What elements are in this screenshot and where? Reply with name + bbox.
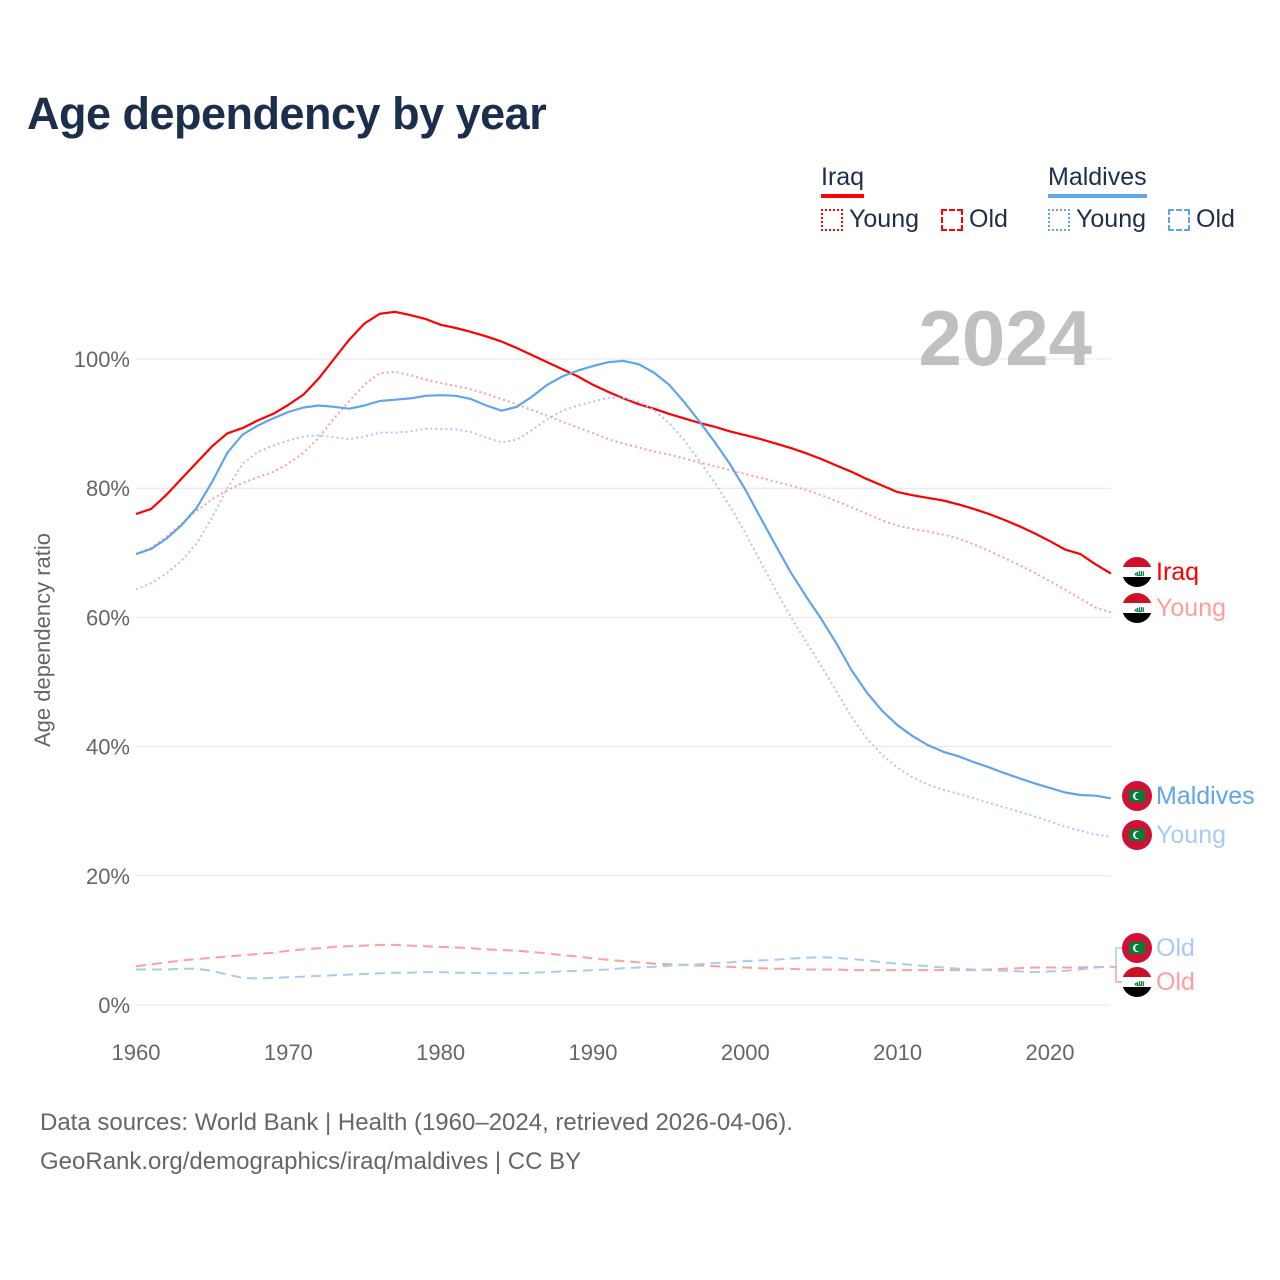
y-tick-label: 40% bbox=[86, 735, 130, 760]
chart-title: Age dependency by year bbox=[27, 88, 547, 139]
end-label-iraq-young: ﷲ Young bbox=[1122, 593, 1226, 623]
y-tick-label: 20% bbox=[86, 864, 130, 889]
end-label-iraq-old: ﷲ Old bbox=[1122, 967, 1195, 997]
end-label-text: Old bbox=[1156, 967, 1195, 996]
x-tick-label: 1970 bbox=[264, 1040, 313, 1065]
end-label-maldives-young: Young bbox=[1122, 820, 1226, 850]
dashed-swatch-icon bbox=[1168, 208, 1190, 231]
iraq-flag-icon: ﷲ bbox=[1122, 593, 1152, 623]
series-maldives bbox=[135, 359, 1112, 800]
dotted-swatch-icon bbox=[821, 208, 843, 231]
iraq-flag-icon: ﷲ bbox=[1122, 557, 1152, 587]
legend-maldives[interactable]: Maldives bbox=[1048, 163, 1147, 198]
series-maldives-old bbox=[136, 956, 1111, 980]
end-label-iraq: ﷲ Iraq bbox=[1122, 557, 1199, 587]
y-tick-label: 80% bbox=[86, 476, 130, 501]
end-label-text: Young bbox=[1156, 593, 1226, 622]
connector-iraq-old bbox=[1111, 966, 1122, 983]
end-label-maldives-old: Old bbox=[1122, 933, 1195, 963]
series-maldives-young bbox=[135, 396, 1112, 838]
source-line-2[interactable]: GeoRank.org/demographics/iraq/maldives |… bbox=[40, 1148, 582, 1175]
maldives-flag-icon bbox=[1122, 820, 1152, 850]
legend-iraq-old[interactable]: Old bbox=[941, 205, 1008, 234]
legend-label: Young bbox=[1076, 205, 1146, 233]
end-label-maldives: Maldives bbox=[1122, 781, 1255, 811]
legend-iraq-young[interactable]: Young bbox=[821, 205, 919, 234]
legend-maldives-old[interactable]: Old bbox=[1168, 205, 1235, 234]
year-display: 2024 bbox=[918, 294, 1092, 382]
x-tick-label: 1980 bbox=[416, 1040, 465, 1065]
legend-label: Young bbox=[849, 205, 919, 233]
maldives-flag-icon bbox=[1122, 781, 1152, 811]
series-iraq-old bbox=[135, 943, 1111, 972]
dotted-swatch-icon bbox=[1048, 208, 1070, 231]
series-iraq-young bbox=[135, 370, 1112, 614]
iraq-flag-icon: ﷲ bbox=[1122, 967, 1152, 997]
maldives-flag-icon bbox=[1122, 933, 1152, 963]
x-tick-label: 2000 bbox=[721, 1040, 770, 1065]
end-label-text: Maldives bbox=[1156, 781, 1255, 810]
y-tick-label: 60% bbox=[86, 605, 130, 630]
legend-maldives-young[interactable]: Young bbox=[1048, 205, 1146, 234]
end-label-text: Young bbox=[1156, 820, 1226, 849]
y-tick-label: 100% bbox=[74, 347, 130, 372]
connector-maldives-old bbox=[1111, 947, 1122, 968]
x-tick-label: 2020 bbox=[1026, 1040, 1075, 1065]
x-tick-label: 2010 bbox=[873, 1040, 922, 1065]
y-tick-label: 0% bbox=[98, 993, 130, 1018]
end-label-text: Iraq bbox=[1156, 557, 1200, 586]
y-axis-label: Age dependency ratio bbox=[30, 533, 55, 747]
x-tick-label: 1960 bbox=[112, 1040, 161, 1065]
dashed-swatch-icon bbox=[941, 208, 963, 231]
legend-label: Old bbox=[1196, 205, 1235, 233]
end-label-text: Old bbox=[1156, 933, 1195, 962]
legend-iraq[interactable]: Iraq bbox=[821, 163, 865, 198]
x-tick-label: 1990 bbox=[569, 1040, 618, 1065]
legend-label: Old bbox=[969, 205, 1008, 233]
source-line-1: Data sources: World Bank | Health (1960–… bbox=[40, 1109, 793, 1136]
